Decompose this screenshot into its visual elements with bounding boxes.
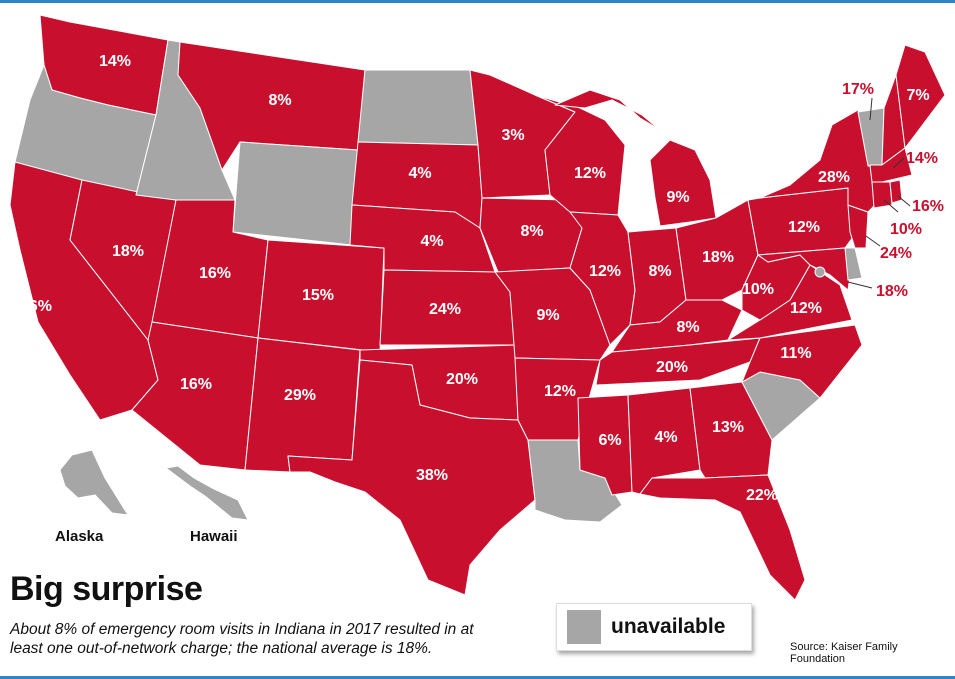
label-ma: 14% [906,150,938,167]
legend-swatch-unavailable [567,610,601,644]
bottom-rule [0,676,955,679]
label-ca: 26% [20,298,52,315]
label-ar: 12% [544,383,576,400]
state-nm [244,337,361,473]
label-ri: 16% [912,198,944,215]
label-ms: 6% [598,432,621,449]
label-mt: 8% [268,92,291,109]
state-nd [357,69,479,146]
label-mn: 3% [501,127,524,144]
state-ri [889,179,903,204]
label-pa: 12% [788,219,820,236]
label-nm: 29% [284,387,316,404]
label-ks: 24% [429,301,461,318]
label-az: 16% [180,376,212,393]
label-nj: 24% [880,245,912,262]
label-va: 12% [790,300,822,317]
label-wi: 12% [574,165,606,182]
label-me: 7% [906,87,929,104]
state-de [844,247,863,281]
state-mi [554,89,661,131]
label-md: 18% [876,283,908,300]
label-co: 15% [302,287,334,304]
label-oh: 18% [702,249,734,266]
legend-label: unavailable [611,615,726,638]
source-credit: Source: Kaiser Family Foundation [790,641,898,665]
state-la [527,439,623,523]
leader-ri [897,195,911,207]
leader-nj [865,235,881,247]
legend: unavailable [556,603,752,651]
label-il: 12% [589,263,621,280]
label-vt: 17% [842,81,874,98]
state-wy [232,141,359,246]
state-il [569,211,636,346]
label-mi: 9% [666,189,689,206]
leader-md [847,281,873,289]
state-nc [741,324,863,399]
label-tn: 20% [656,359,688,376]
label-wa: 14% [99,53,131,70]
subtitle: About 8% of emergency room visits in Ind… [10,621,474,657]
label-al: 4% [654,429,677,446]
top-rule [0,0,955,3]
label-ga: 13% [712,419,744,436]
state-tx [287,359,536,596]
label-ky: 8% [676,319,699,336]
leader-ct [883,199,899,213]
state-mi-lp [649,139,717,227]
label-sd: 4% [408,165,431,182]
label-fl: 22% [746,487,778,504]
state-ct [871,181,893,209]
inset-hawaii [165,465,249,521]
label-mo: 9% [536,307,559,324]
leader-vt [869,97,873,121]
state-dc [814,266,826,278]
alaska-label: Alaska [55,528,104,545]
label-tx: 38% [416,467,448,484]
leader-ma [892,157,905,169]
inset-alaska [59,449,129,516]
label-ct: 10% [890,221,922,238]
label-ny: 28% [818,169,850,186]
label-wv: 10% [742,281,774,298]
label-ia: 8% [520,223,543,240]
label-in: 8% [648,263,671,280]
label-nv: 18% [112,243,144,260]
state-fl [639,474,806,601]
label-nc: 11% [780,345,811,362]
state-az [131,321,259,471]
page-title: Big surprise [10,570,203,608]
label-ok: 20% [446,371,478,388]
hawaii-label: Hawaii [190,528,238,545]
label-ne: 4% [420,233,443,250]
label-ut: 16% [199,265,231,282]
